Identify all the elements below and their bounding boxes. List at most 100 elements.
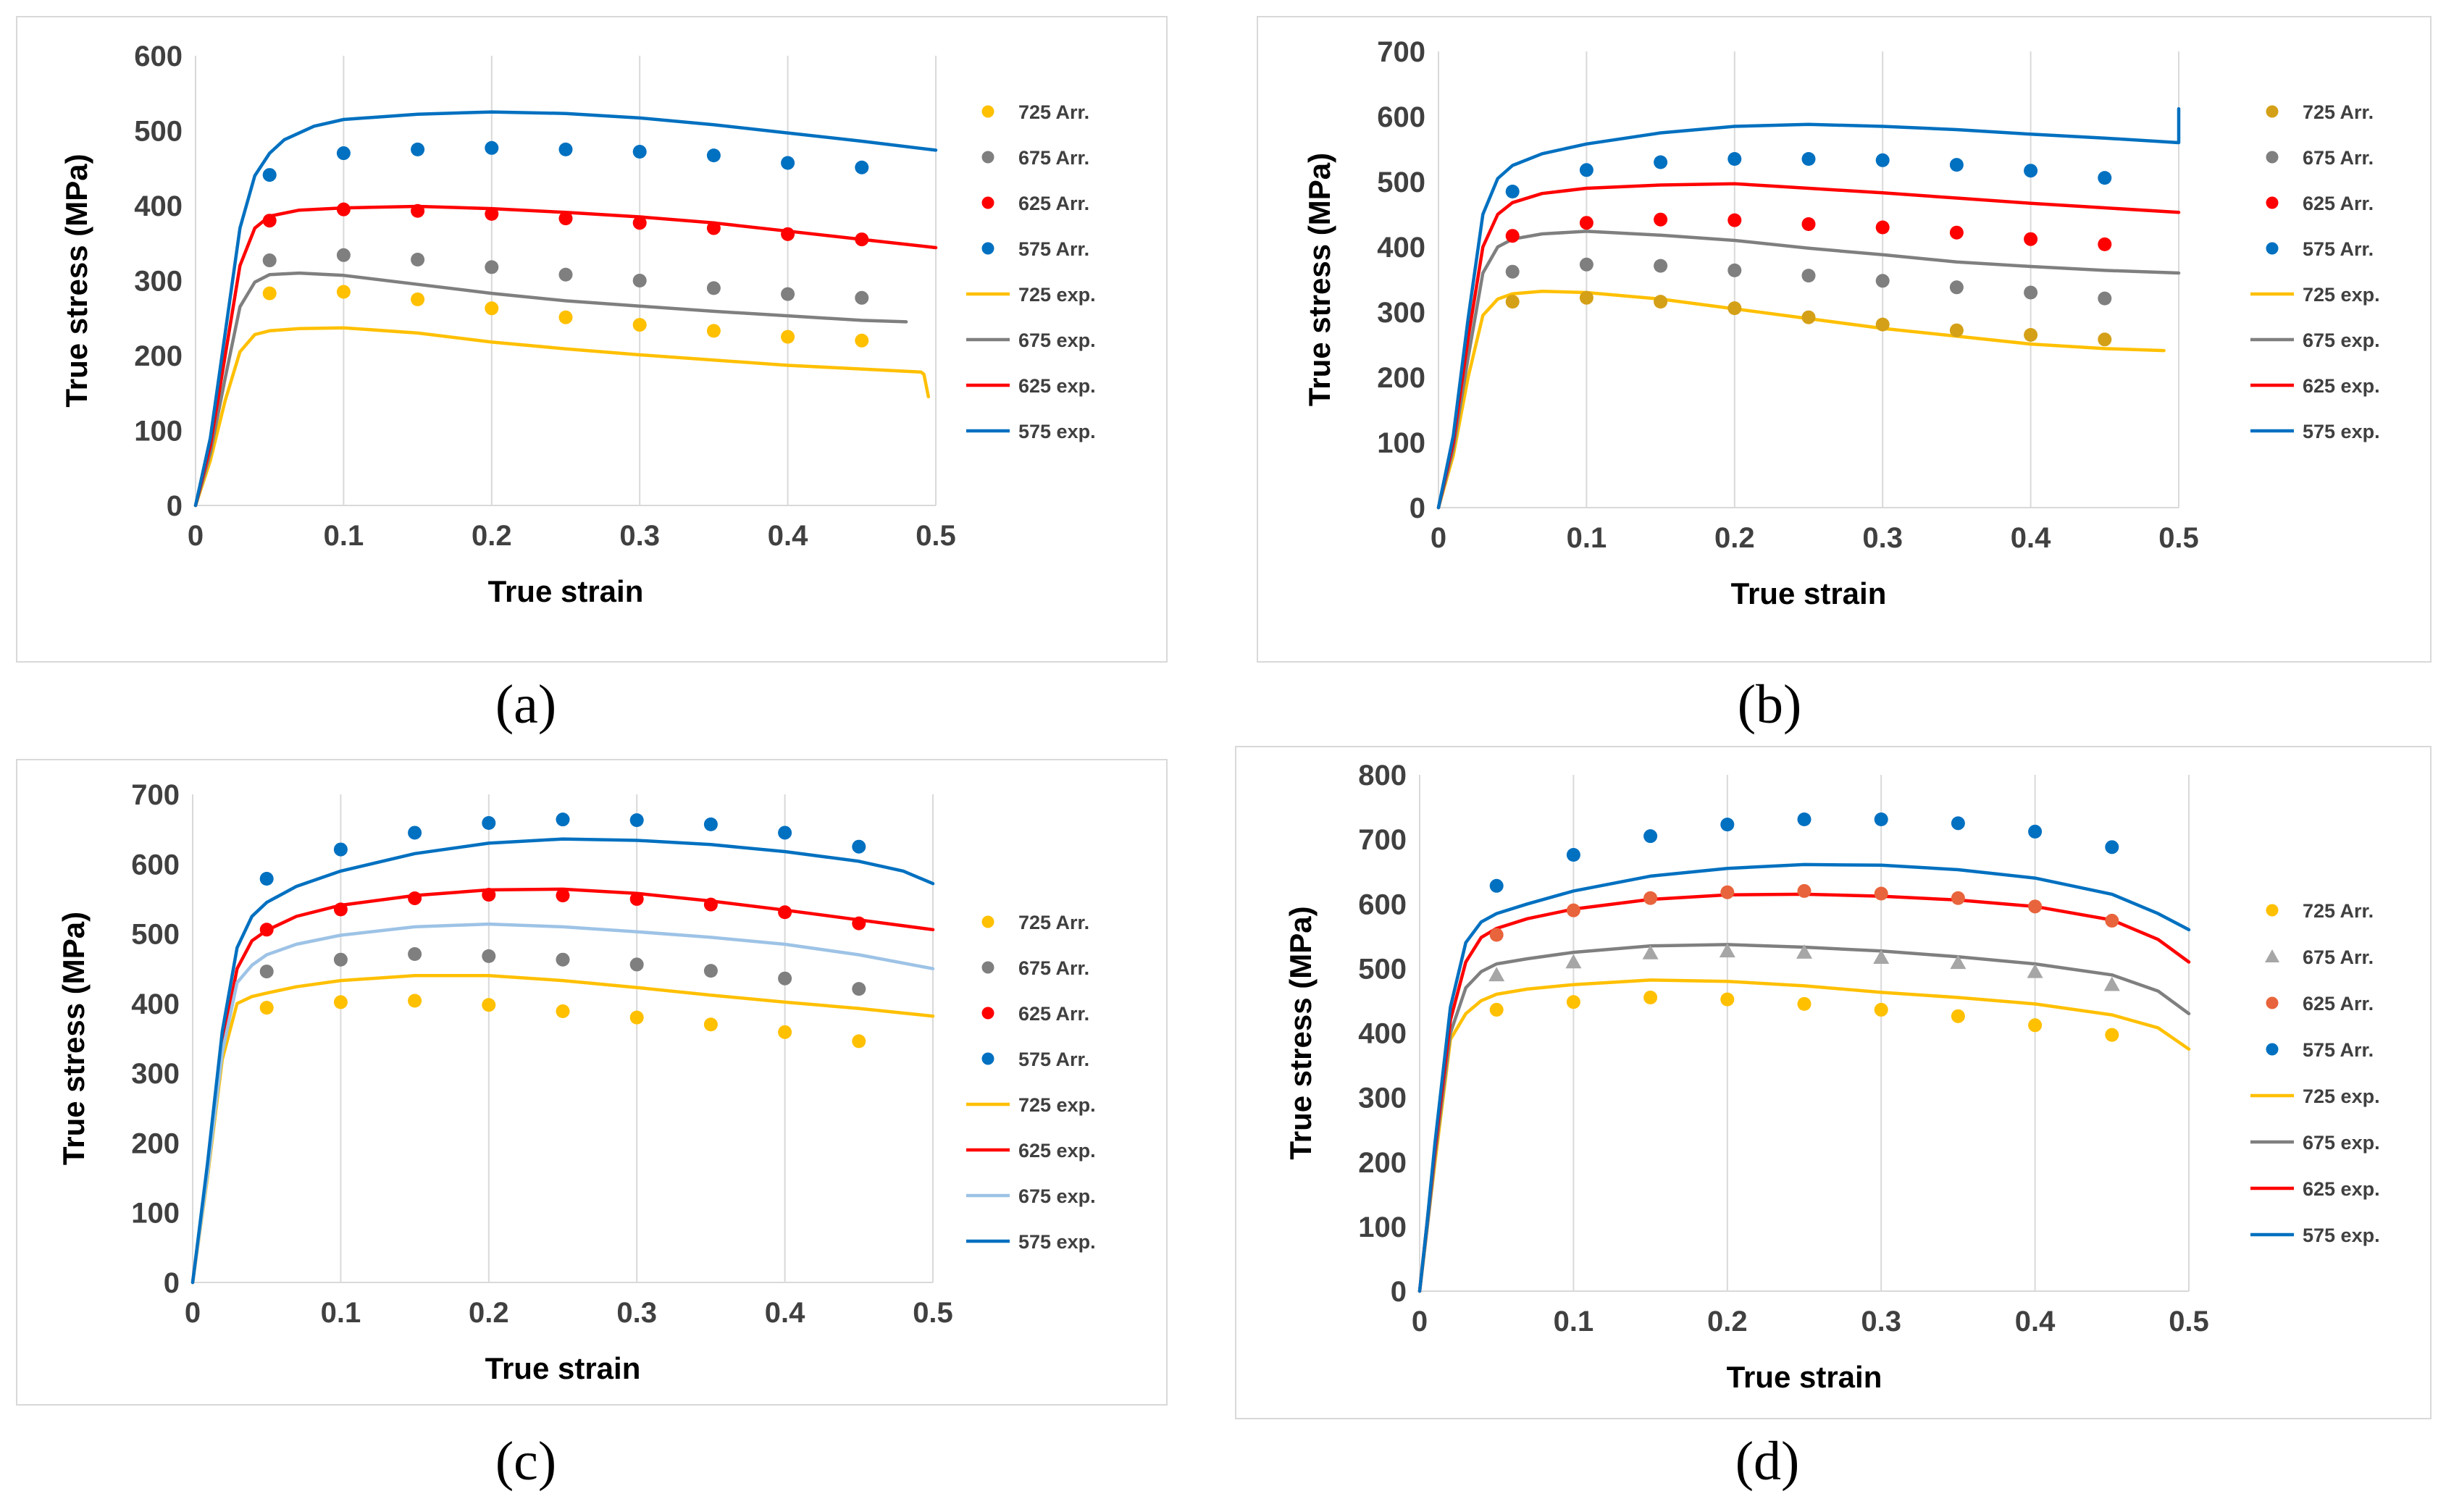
y-tick-label: 500 — [1377, 167, 1425, 198]
y-tick-label: 700 — [1358, 824, 1407, 856]
caption-b: (b) — [1737, 674, 1802, 735]
data-point-575-arr — [781, 156, 795, 170]
caption-a: (a) — [495, 674, 557, 735]
legend-label: 625 exp. — [2303, 375, 2380, 397]
x-axis-title: True strain — [1727, 1360, 1882, 1394]
x-tick-label: 0.3 — [1861, 1306, 1901, 1337]
x-tick-label: 0.5 — [913, 1297, 953, 1329]
data-point-625-arr — [1566, 903, 1580, 917]
data-point-725-arr — [1643, 990, 1658, 1004]
x-tick-label: 0.3 — [1862, 522, 1903, 554]
data-point-675-arr — [2027, 963, 2043, 978]
data-point-625-arr — [485, 206, 499, 221]
data-point-675-arr — [629, 957, 644, 972]
y-tick-label: 0 — [1410, 492, 1425, 524]
data-point-725-arr — [411, 292, 425, 306]
data-point-625-arr — [333, 902, 348, 917]
legend-marker-675-arr — [981, 961, 994, 974]
legend-label: 625 exp. — [1018, 1140, 1096, 1162]
data-point-575-arr — [1727, 152, 1742, 166]
data-point-725-arr — [1489, 1002, 1504, 1017]
y-tick-label: 300 — [131, 1058, 180, 1090]
x-axis-title: True strain — [1731, 576, 1887, 610]
y-tick-label: 300 — [134, 266, 183, 298]
y-tick-label: 400 — [131, 988, 180, 1020]
data-point-675-arr — [703, 964, 718, 978]
x-tick-label: 0.4 — [768, 520, 808, 552]
data-point-675-arr — [1875, 274, 1890, 288]
data-point-725-arr — [485, 301, 499, 316]
legend-label: 575 exp. — [1018, 1231, 1096, 1253]
data-point-675-arr — [2103, 976, 2120, 991]
data-point-675-arr — [408, 946, 422, 961]
data-point-725-arr — [1654, 295, 1668, 309]
data-point-725-arr — [1727, 301, 1742, 316]
data-point-625-arr — [632, 216, 647, 230]
data-point-675-arr — [1801, 269, 1816, 283]
data-point-725-arr — [1505, 295, 1520, 309]
data-point-575-arr — [778, 826, 792, 840]
data-point-675-arr — [1719, 943, 1735, 958]
data-point-675-arr — [336, 248, 351, 262]
data-point-675-arr — [1949, 280, 1964, 295]
series-line-725-exp — [193, 326, 931, 508]
legend-label: 575 exp. — [2303, 1225, 2380, 1246]
legend-label: 575 Arr. — [2303, 238, 2374, 260]
x-tick-label: 0.1 — [321, 1297, 361, 1329]
legend-label: 725 Arr. — [1018, 912, 1089, 933]
data-point-575-arr — [485, 140, 499, 155]
y-tick-label: 300 — [1377, 297, 1425, 329]
x-axis-title: True strain — [488, 574, 644, 608]
legend-marker-625-arr — [981, 1007, 994, 1020]
y-tick-label: 100 — [1358, 1211, 1407, 1243]
data-point-575-arr — [632, 144, 647, 159]
legend-label: 575 exp. — [2303, 421, 2380, 442]
y-tick-label: 200 — [1377, 362, 1425, 394]
data-point-625-arr — [482, 888, 496, 902]
data-point-675-arr — [781, 287, 795, 301]
data-point-575-arr — [408, 826, 422, 840]
data-point-725-arr — [2098, 332, 2112, 347]
data-point-725-arr — [1797, 996, 1812, 1011]
data-point-625-arr — [1949, 225, 1964, 240]
legend-marker-625-arr — [2266, 196, 2279, 209]
data-point-575-arr — [1566, 848, 1580, 862]
legend-label: 725 exp. — [2303, 1085, 2380, 1107]
data-point-725-arr — [855, 333, 869, 348]
data-point-675-arr — [1505, 264, 1520, 279]
legend-label: 575 exp. — [1018, 421, 1096, 442]
data-point-625-arr — [1643, 891, 1658, 905]
data-point-725-arr — [2024, 328, 2038, 342]
data-point-575-arr — [1874, 812, 1888, 826]
data-point-575-arr — [1951, 816, 1965, 831]
x-tick-label: 0.4 — [765, 1297, 805, 1329]
y-tick-label: 300 — [1358, 1083, 1407, 1114]
data-point-725-arr — [556, 1004, 570, 1018]
data-point-575-arr — [1720, 818, 1735, 832]
data-point-675-arr — [632, 274, 647, 287]
y-tick-label: 400 — [134, 190, 183, 222]
data-point-575-arr — [262, 168, 277, 182]
data-point-575-arr — [333, 842, 348, 857]
legend-label: 725 Arr. — [2303, 900, 2374, 922]
legend-label: 575 Arr. — [1018, 238, 1089, 260]
data-point-725-arr — [706, 324, 721, 338]
data-point-625-arr — [2098, 237, 2112, 251]
legend-marker-675-arr — [981, 151, 994, 164]
legend-label: 625 Arr. — [2303, 193, 2374, 214]
data-point-625-arr — [556, 889, 570, 903]
data-point-575-arr — [556, 812, 570, 827]
legend-label: 575 Arr. — [1018, 1049, 1089, 1070]
data-point-625-arr — [706, 221, 721, 235]
y-tick-label: 200 — [1358, 1147, 1407, 1179]
x-tick-label: 0.5 — [2158, 522, 2199, 554]
data-point-675-arr — [262, 253, 277, 268]
data-point-625-arr — [778, 905, 792, 920]
legend-label: 725 Arr. — [1018, 101, 1089, 123]
data-point-625-arr — [1797, 883, 1812, 898]
legend-label: 675 Arr. — [2303, 946, 2374, 968]
data-point-675-arr — [1796, 944, 1812, 959]
legend-marker-625-arr — [2266, 996, 2279, 1009]
data-point-725-arr — [1720, 992, 1735, 1007]
legend-marker-625-arr — [981, 196, 994, 209]
